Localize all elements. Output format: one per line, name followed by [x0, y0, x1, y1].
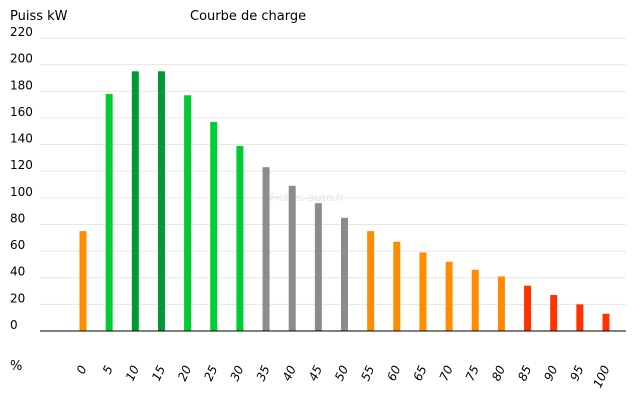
y-tick-label: 120: [10, 158, 33, 172]
bar-15: [157, 71, 165, 332]
y-tick-label: 200: [10, 52, 33, 66]
bar-90: [550, 295, 558, 331]
x-tick-label: 55: [358, 363, 377, 383]
bar-95: [576, 304, 584, 331]
y-tick-label: 140: [10, 132, 33, 146]
bar-25: [210, 121, 218, 332]
bar-5: [105, 93, 113, 331]
x-tick-labels: 0 5 10 15 20 25 30 35 40 45 50 55 60 65 70 75 80 85 90 95 10…: [74, 363, 613, 390]
x-tick-label: 30: [227, 363, 246, 383]
bar-85: [524, 285, 532, 331]
x-tick-label: 15: [149, 363, 168, 383]
bar-75: [471, 269, 479, 331]
bar-70: [445, 261, 453, 331]
grid-lines: [40, 37, 626, 305]
y-tick-label: 100: [10, 185, 33, 199]
y-tick-label: 160: [10, 105, 33, 119]
x-tick-label: 10: [123, 363, 142, 383]
x-tick-label: 75: [463, 363, 482, 383]
y-tick-label: 20: [10, 291, 25, 305]
bar-0: [79, 231, 87, 331]
x-tick-label: 65: [411, 363, 430, 383]
bar-50: [341, 217, 348, 331]
bar-60: [393, 241, 401, 331]
bar-45: [314, 203, 322, 331]
x-tick-label: 85: [515, 363, 534, 383]
bar-100: [602, 313, 610, 331]
x-tick-label: 100: [590, 363, 613, 390]
x-axis-label: %: [10, 359, 22, 374]
x-tick-label: 0: [74, 363, 90, 376]
x-tick-label: 20: [175, 363, 194, 383]
y-tick-label: 220: [10, 25, 33, 39]
bar-80: [497, 276, 505, 331]
y-tick-labels: 0 20 40 60 80 100 120 140 160 180 200 220: [10, 25, 33, 332]
x-tick-label: 5: [100, 363, 116, 376]
y-axis-label: Puiss kW: [10, 9, 68, 24]
bar-55: [367, 231, 375, 331]
bar-10: [131, 71, 139, 332]
x-tick-label: 70: [437, 363, 456, 383]
y-tick-label: 180: [10, 78, 33, 92]
x-tick-label: 40: [280, 363, 299, 383]
y-tick-label: 60: [10, 238, 25, 252]
x-tick-label: 50: [332, 363, 351, 383]
y-tick-label: 80: [10, 211, 25, 225]
x-tick-label: 60: [384, 363, 403, 383]
bar-20: [184, 95, 192, 332]
x-tick-label: 35: [254, 363, 273, 383]
x-tick-label: 25: [201, 363, 220, 383]
x-tick-label: 80: [489, 363, 508, 383]
bar-35: [262, 167, 270, 331]
bar-30: [236, 145, 244, 331]
y-tick-label: 40: [10, 265, 25, 279]
x-tick-label: 45: [306, 363, 325, 383]
y-tick-label: 0: [10, 318, 18, 332]
bar-65: [419, 252, 427, 331]
chart-title: Courbe de charge: [190, 9, 306, 24]
bar-40: [288, 185, 296, 331]
bars-group: [79, 71, 610, 332]
watermark-text: Fiches-auto.fr: [270, 191, 345, 204]
x-tick-label: 95: [567, 363, 586, 383]
x-tick-label: 90: [541, 363, 560, 383]
